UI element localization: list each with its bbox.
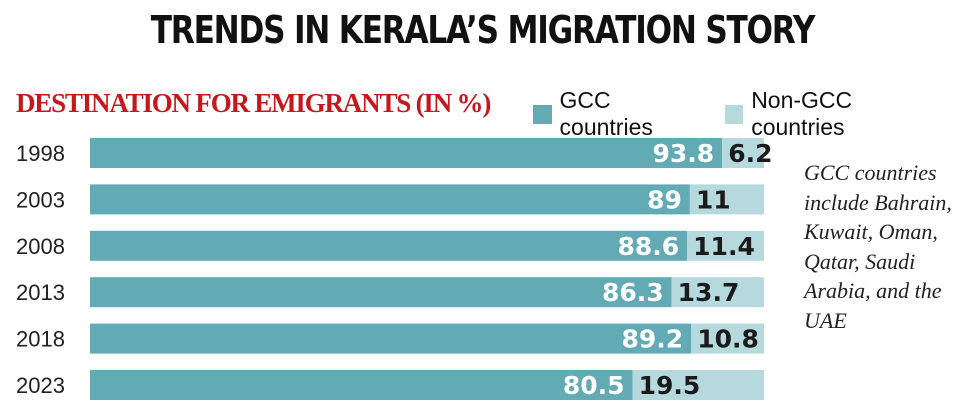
category-label: 2013 bbox=[16, 280, 65, 305]
bar-gcc bbox=[90, 184, 690, 215]
bar-gcc bbox=[90, 323, 692, 354]
data-label-non-gcc: 11.4 bbox=[693, 232, 755, 261]
category-label: 2003 bbox=[16, 187, 65, 212]
data-label-gcc: 88.6 bbox=[617, 232, 679, 261]
data-label-gcc: 89.2 bbox=[622, 325, 684, 354]
category-label: 2023 bbox=[16, 373, 65, 398]
data-label-gcc: 89 bbox=[647, 185, 682, 214]
data-label-gcc: 80.5 bbox=[563, 371, 625, 400]
data-label-non-gcc: 6.2 bbox=[728, 139, 772, 168]
bar-gcc bbox=[90, 370, 633, 400]
legend-label-non-gcc: Non-GCC countries bbox=[751, 87, 853, 140]
category-label: 2018 bbox=[16, 327, 65, 352]
legend-swatch-non-gcc bbox=[724, 104, 744, 124]
bar-non-gcc bbox=[632, 370, 764, 400]
data-label-gcc: 93.8 bbox=[653, 139, 715, 168]
data-label-gcc: 86.3 bbox=[602, 278, 664, 307]
category-label: 1998 bbox=[16, 141, 65, 166]
bar-gcc bbox=[90, 277, 672, 308]
data-label-non-gcc: 13.7 bbox=[678, 278, 740, 307]
chart-subtitle: DESTINATION FOR EMIGRANTS (IN %) bbox=[16, 88, 491, 118]
data-label-non-gcc: 19.5 bbox=[639, 371, 701, 400]
legend-item-gcc: GCC countries bbox=[533, 87, 707, 141]
legend-label-gcc: GCC countries bbox=[559, 87, 653, 140]
bar-non-gcc bbox=[687, 230, 764, 261]
bar-non-gcc bbox=[691, 323, 764, 354]
data-label-non-gcc: 10.8 bbox=[697, 325, 759, 354]
legend-item-non-gcc: Non-GCC countries bbox=[724, 87, 947, 141]
bar-non-gcc bbox=[689, 184, 764, 215]
bar-gcc bbox=[90, 230, 688, 261]
legend: GCC countries Non-GCC countries bbox=[533, 87, 965, 141]
category-label: 2008 bbox=[16, 234, 65, 259]
bar-non-gcc bbox=[722, 138, 764, 168]
data-label-non-gcc: 11 bbox=[696, 185, 731, 214]
footnote: GCC countries include Bahrain, Kuwait, O… bbox=[804, 160, 952, 333]
chart-title: TRENDS IN KERALA’S MIGRATION STORY bbox=[150, 8, 816, 52]
bar-gcc bbox=[90, 138, 723, 168]
bar-non-gcc bbox=[671, 277, 764, 308]
legend-swatch-gcc bbox=[533, 104, 552, 124]
